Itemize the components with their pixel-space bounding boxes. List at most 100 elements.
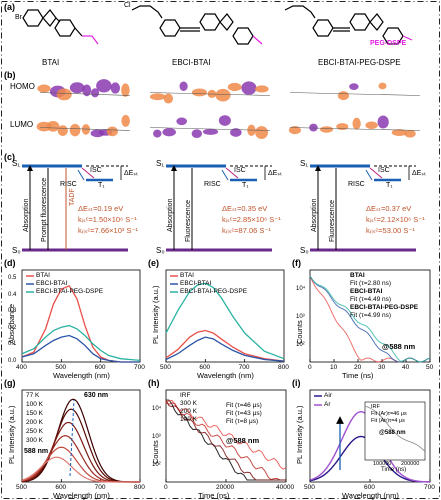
- series-line: [165, 329, 285, 362]
- t1-label: T₁: [242, 182, 249, 189]
- molecule-name-ebci-btai: EBCI-BTAI: [172, 58, 211, 67]
- axis-frame-f: [309, 269, 431, 363]
- x-tick-label: 40000: [276, 484, 295, 491]
- panel-label-h: (h): [148, 378, 160, 388]
- s0-label: S₀: [156, 246, 165, 255]
- y-tick-label: 0.4: [8, 291, 17, 298]
- panel-label-b: (b): [4, 70, 16, 80]
- y-tick-label: 10⁴: [296, 286, 306, 292]
- x-tick-label: 500: [55, 364, 67, 371]
- x-tick-label: 30: [378, 364, 386, 371]
- peak-annotation: 630 nm: [84, 392, 109, 399]
- orbital-lobe: [320, 126, 334, 133]
- t1-label: T₁: [386, 182, 393, 189]
- orbital-lobe: [121, 114, 130, 127]
- y-axis-label: PL Intensity (a.u.): [295, 405, 304, 465]
- inset-legend: Fit (Ar)τ=46 μs: [371, 411, 407, 417]
- x-tick-label: 700: [238, 364, 250, 371]
- x-tick-label: 500: [160, 364, 171, 371]
- orbital-lobe: [191, 129, 202, 138]
- axis-frame-g: [21, 389, 141, 483]
- orbital-lobe: [365, 121, 378, 129]
- x-tick-label: 500: [304, 484, 315, 491]
- orbital-lobe: [404, 129, 416, 138]
- orbital-lobe: [163, 93, 174, 104]
- x-tick-label: 10: [330, 364, 338, 371]
- decay-trace: [309, 275, 431, 363]
- molecule-name-btai: BTAI: [42, 58, 60, 67]
- axis-frame-e: [165, 269, 285, 363]
- isc-label: ISC: [378, 167, 390, 174]
- energy-level-diagrams: [22, 164, 416, 252]
- x-tick-label: 500: [16, 484, 27, 491]
- x-axis-label: Wavelength (nm): [197, 371, 254, 380]
- s1-label: S₁: [12, 159, 21, 168]
- x-tick-label: 700: [134, 364, 145, 371]
- orbital-lobe: [227, 82, 242, 92]
- orbital-lobe: [241, 81, 257, 95]
- orbital-lobe: [46, 120, 60, 132]
- isc-arrow: [369, 167, 383, 179]
- annotation: @588 nm: [382, 342, 416, 351]
- kinetic-parameter: kᵢₛᶜ=1.50×10⁶ S⁻¹: [78, 215, 137, 224]
- absorption-label: Absorption: [311, 198, 318, 232]
- dest-label: ΔEₛₜ: [124, 170, 139, 177]
- tadf-label: TADF: [69, 188, 76, 206]
- orbital-lobe: [37, 84, 51, 93]
- panel-label-f: (f): [292, 258, 301, 268]
- orbital-lobe: [349, 83, 359, 91]
- orbital-lobe: [82, 84, 92, 97]
- legend-entry: 300 K: [180, 400, 197, 407]
- kinetic-parameter: ΔEₛₜ=0.19 eV: [78, 204, 124, 213]
- temperature-spectrum: [21, 456, 140, 483]
- orbital-lobe: [69, 82, 85, 94]
- orbital-lobe: [218, 115, 231, 126]
- x-tick-label: 50: [426, 364, 434, 371]
- inset-frame: [364, 401, 426, 461]
- orbital-lobe: [106, 126, 118, 137]
- risc-label: RISC: [204, 181, 221, 188]
- panel-label-e: (e): [148, 258, 159, 268]
- inset-trace: [364, 405, 426, 452]
- y-axis-label: Counts: [151, 440, 160, 464]
- x-axis-label: Wavelength (nm): [342, 491, 399, 500]
- orbital-lobe: [57, 125, 68, 136]
- legend-entry: EBCI-BTAI: [36, 280, 68, 287]
- orbital-lobe: [255, 85, 269, 93]
- orbital-skeleton: [39, 92, 131, 96]
- structure-ebci-btai-peg-dspe: [284, 5, 413, 45]
- x-tick-label: 700: [424, 484, 435, 491]
- panel-label-a: (a): [4, 2, 15, 12]
- kinetic-parameter: ΔEₛₜ=0.35 eV: [222, 204, 268, 213]
- homo-label: HOMO: [10, 82, 35, 91]
- orbital-lobe: [309, 123, 318, 132]
- fit-entry: Fit (τ=46 μs): [226, 402, 262, 409]
- panel-label-d: (d): [4, 258, 16, 268]
- y-axis-label: Counts: [295, 320, 304, 344]
- peg-dspe-label: PEG-DSPE: [370, 40, 407, 47]
- legend-entry: Fit (τ=4.49 ns): [350, 296, 392, 303]
- x-tick-label: 700: [94, 484, 106, 491]
- orbital-skeleton: [39, 127, 131, 131]
- inset-x-tick: 100000: [373, 461, 392, 467]
- orbital-lobe: [56, 88, 72, 101]
- orbital-lobe: [121, 83, 130, 97]
- y-tick-label: 0.0: [8, 358, 17, 364]
- orbital-lobe: [378, 82, 387, 90]
- t1-label: T₁: [98, 182, 105, 189]
- legend-entry: EBCI-BTAI-PEG-DSPE: [180, 288, 248, 295]
- fluorescence-label: Fluorescence: [329, 199, 336, 242]
- y-tick-label: 10²: [296, 342, 305, 348]
- legend-entry: Fit (τ=4.99 ns): [350, 312, 392, 319]
- y-tick-label: 0.2: [8, 324, 17, 331]
- legend-entry: 200 K: [180, 408, 197, 415]
- kinetic-parameter: kᵣᵢₛᶜ=53.00 S⁻¹: [366, 226, 415, 235]
- orbital-lobe: [176, 117, 188, 126]
- isc-arrow: [81, 167, 95, 179]
- s1-label: S₁: [300, 159, 309, 168]
- x-axis-label: Wavelength (nm): [53, 371, 110, 380]
- orbital-lobe: [81, 124, 91, 135]
- orbital-skeleton: [149, 92, 271, 96]
- series-line: [165, 336, 285, 362]
